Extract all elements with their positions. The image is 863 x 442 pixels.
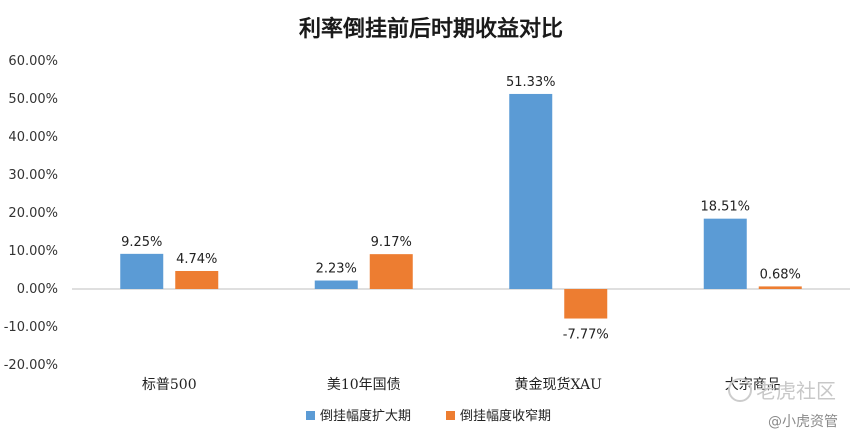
x-category-label: 标普500	[142, 377, 197, 393]
y-tick-label: 60.00%	[8, 54, 58, 69]
bar-series-1-cat-4	[703, 218, 747, 289]
x-axis-categories: 标普500 美10年国债 黄金现货XAU 大宗商品	[142, 376, 781, 393]
data-label-series-1-cat-1: 9.25%	[121, 235, 162, 250]
data-labels: 9.25% 4.74% 2.23% 9.17% 51.33% -7.77% 18.51% 0.…	[121, 75, 801, 343]
bar-series-2-cat-3	[564, 289, 608, 319]
y-tick-label: -10.00%	[4, 320, 58, 335]
watermark-brand: 老虎社区	[756, 379, 836, 403]
x-category-label: 黄金现货XAU	[515, 376, 603, 393]
y-tick-label: 50.00%	[8, 92, 58, 107]
bar-series-2-cat-1	[175, 270, 219, 289]
y-tick-label: 10.00%	[8, 244, 58, 259]
chart-title: 利率倒挂前后时期收益对比	[299, 16, 563, 42]
legend-swatch-series-2	[446, 411, 455, 420]
bar-series-2-cat-2	[369, 254, 413, 289]
legend-label-series-2: 倒挂幅度收窄期	[460, 408, 551, 424]
bar-series-1-cat-3	[509, 93, 553, 289]
legend-swatch-series-1	[306, 411, 315, 420]
data-label-series-2-cat-1: 4.74%	[176, 252, 217, 267]
y-tick-label: -20.00%	[4, 358, 58, 373]
x-category-label: 美10年国债	[327, 377, 401, 393]
y-tick-label: 0.00%	[17, 282, 58, 297]
watermark-account: @小虎资管	[768, 414, 838, 430]
data-label-series-1-cat-4: 18.51%	[700, 200, 750, 215]
data-label-series-2-cat-2: 9.17%	[371, 235, 412, 250]
y-tick-label: 20.00%	[8, 206, 58, 221]
data-label-series-2-cat-4: 0.68%	[760, 267, 801, 282]
bars	[120, 93, 802, 319]
bar-series-1-cat-2	[314, 280, 358, 289]
bar-series-2-cat-4	[758, 286, 802, 289]
legend: 倒挂幅度扩大期 倒挂幅度收窄期	[306, 408, 551, 424]
data-label-series-1-cat-3: 51.33%	[506, 75, 556, 90]
data-label-series-2-cat-3: -7.77%	[563, 328, 609, 343]
bar-series-1-cat-1	[120, 253, 164, 289]
data-label-series-1-cat-2: 2.23%	[316, 262, 357, 277]
watermark: 老虎社区 @小虎资管	[728, 378, 838, 430]
legend-label-series-1: 倒挂幅度扩大期	[320, 408, 411, 424]
y-axis-ticks: 60.00% 50.00% 40.00% 30.00% 20.00% 10.00% 0.00…	[4, 54, 58, 373]
x-category-label: 大宗商品	[725, 377, 781, 393]
y-tick-label: 40.00%	[8, 130, 58, 145]
y-tick-label: 30.00%	[8, 168, 58, 183]
tiger-logo-icon	[728, 378, 752, 402]
